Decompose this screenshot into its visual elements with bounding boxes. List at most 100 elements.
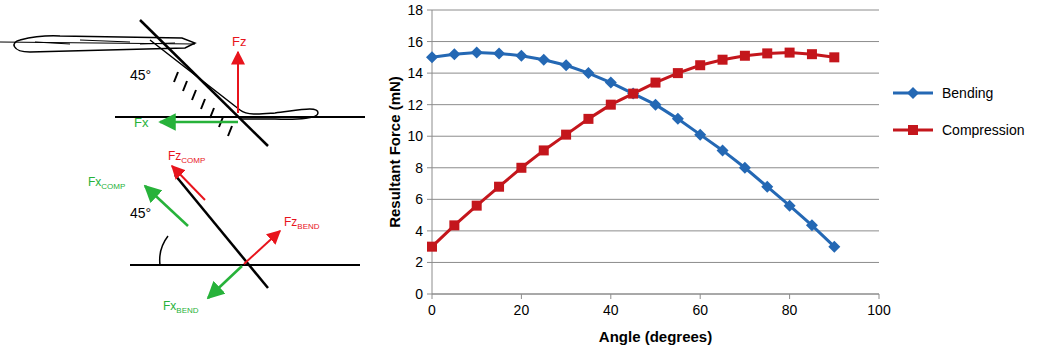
diagram-label: 45° bbox=[130, 205, 151, 221]
label-sub: COMP bbox=[181, 156, 205, 165]
tick-label: 100 bbox=[867, 302, 891, 318]
grid-line bbox=[432, 136, 879, 137]
label-text: Fz bbox=[284, 215, 297, 229]
tick-label: 6 bbox=[415, 191, 423, 207]
grid-line bbox=[432, 262, 879, 263]
grid-line bbox=[432, 73, 879, 74]
point bbox=[583, 114, 593, 124]
tick-mark bbox=[427, 230, 432, 231]
point bbox=[539, 145, 549, 155]
point bbox=[628, 89, 638, 99]
legend-label: Bending bbox=[942, 85, 993, 101]
tick-label: 0 bbox=[428, 302, 436, 318]
point bbox=[606, 100, 616, 110]
point bbox=[672, 113, 684, 125]
fz-bend-arrow bbox=[244, 231, 280, 264]
fz-arrow bbox=[237, 52, 239, 113]
label-text: Fx bbox=[134, 115, 149, 130]
label-sub: COMP bbox=[101, 182, 125, 191]
tick-mark bbox=[879, 294, 880, 299]
point bbox=[426, 51, 438, 63]
point bbox=[761, 181, 773, 193]
point bbox=[806, 219, 818, 231]
x-axis-title: Angle (degrees) bbox=[599, 328, 712, 345]
tick-mark bbox=[427, 41, 432, 42]
point bbox=[717, 144, 729, 156]
force-diagram: FzFx45°FzCOMPFxCOMP45°FzBENDFxBEND bbox=[0, 20, 365, 315]
diagram-label: FzCOMP bbox=[168, 149, 205, 165]
tick-mark bbox=[427, 167, 432, 168]
tick-mark bbox=[432, 294, 433, 299]
tick-label: 18 bbox=[407, 2, 423, 18]
point bbox=[740, 51, 750, 61]
tick-mark bbox=[427, 262, 432, 263]
fz-comp-arrow bbox=[172, 166, 205, 200]
tick-label: 8 bbox=[415, 160, 423, 176]
tick-label: 40 bbox=[603, 302, 619, 318]
point bbox=[538, 54, 550, 66]
point bbox=[448, 48, 460, 60]
point bbox=[694, 129, 706, 141]
legend-marker bbox=[908, 125, 918, 135]
point bbox=[427, 242, 437, 252]
tick-label: 4 bbox=[415, 223, 423, 239]
probe-line bbox=[175, 175, 268, 288]
point bbox=[449, 220, 459, 230]
fx-bend-arrow bbox=[208, 266, 242, 298]
tick-label: 80 bbox=[782, 302, 798, 318]
tick-label: 14 bbox=[407, 65, 423, 81]
point bbox=[650, 99, 662, 111]
diagram-label: FxCOMP bbox=[88, 175, 125, 191]
label-text: Fz bbox=[168, 149, 181, 163]
point bbox=[785, 48, 795, 58]
label-text: Fx bbox=[163, 299, 176, 313]
tick-mark bbox=[427, 136, 432, 137]
point bbox=[627, 88, 639, 100]
point bbox=[516, 163, 526, 173]
tick-label: 12 bbox=[407, 97, 423, 113]
point bbox=[494, 182, 504, 192]
diagram-label: Fz bbox=[232, 34, 246, 49]
legend-label: Compression bbox=[942, 122, 1024, 138]
label-text: Fx bbox=[88, 175, 101, 189]
point bbox=[560, 59, 572, 71]
grid-line bbox=[432, 199, 879, 200]
tick-mark bbox=[427, 199, 432, 200]
label-text: Fz bbox=[232, 34, 246, 49]
diagram-label: FxBEND bbox=[163, 299, 199, 315]
tick-mark bbox=[789, 294, 790, 299]
point bbox=[651, 78, 661, 88]
point bbox=[695, 60, 705, 70]
label-text: 45° bbox=[130, 205, 151, 221]
tick-label: 20 bbox=[514, 302, 530, 318]
grid-line bbox=[432, 294, 879, 295]
fx-arrow bbox=[160, 121, 238, 124]
diagram-label: Fx bbox=[134, 115, 149, 130]
tick-mark bbox=[610, 294, 611, 299]
tick-label: 10 bbox=[407, 128, 423, 144]
point bbox=[829, 52, 839, 62]
tick-mark bbox=[427, 73, 432, 74]
tick-label: 16 bbox=[407, 34, 423, 50]
point bbox=[493, 47, 505, 59]
point bbox=[472, 201, 482, 211]
grid-line bbox=[432, 41, 879, 42]
tick-label: 2 bbox=[415, 254, 423, 270]
diagram-label: FzBEND bbox=[284, 215, 320, 231]
point bbox=[718, 55, 728, 65]
series-line bbox=[432, 53, 834, 247]
chart: 0 2 4 6 8 10 12 14 16 18 0 20 40 60 80 100 Angle (degree… bbox=[386, 2, 1024, 345]
label-sub: BEND bbox=[176, 306, 198, 315]
tick-label: 60 bbox=[692, 302, 708, 318]
point bbox=[739, 162, 751, 174]
label-sub: BEND bbox=[297, 222, 319, 231]
legend: Bending Compression bbox=[893, 85, 1024, 138]
grid-line bbox=[432, 167, 879, 168]
x-axis bbox=[432, 294, 879, 295]
point bbox=[784, 200, 796, 212]
tick-label: 0 bbox=[415, 286, 423, 302]
y-axis-title: Resultant Force (mN) bbox=[386, 76, 403, 228]
fx-comp-arrow bbox=[145, 186, 188, 226]
label-text: 45° bbox=[130, 67, 151, 83]
tick-mark bbox=[700, 294, 701, 299]
